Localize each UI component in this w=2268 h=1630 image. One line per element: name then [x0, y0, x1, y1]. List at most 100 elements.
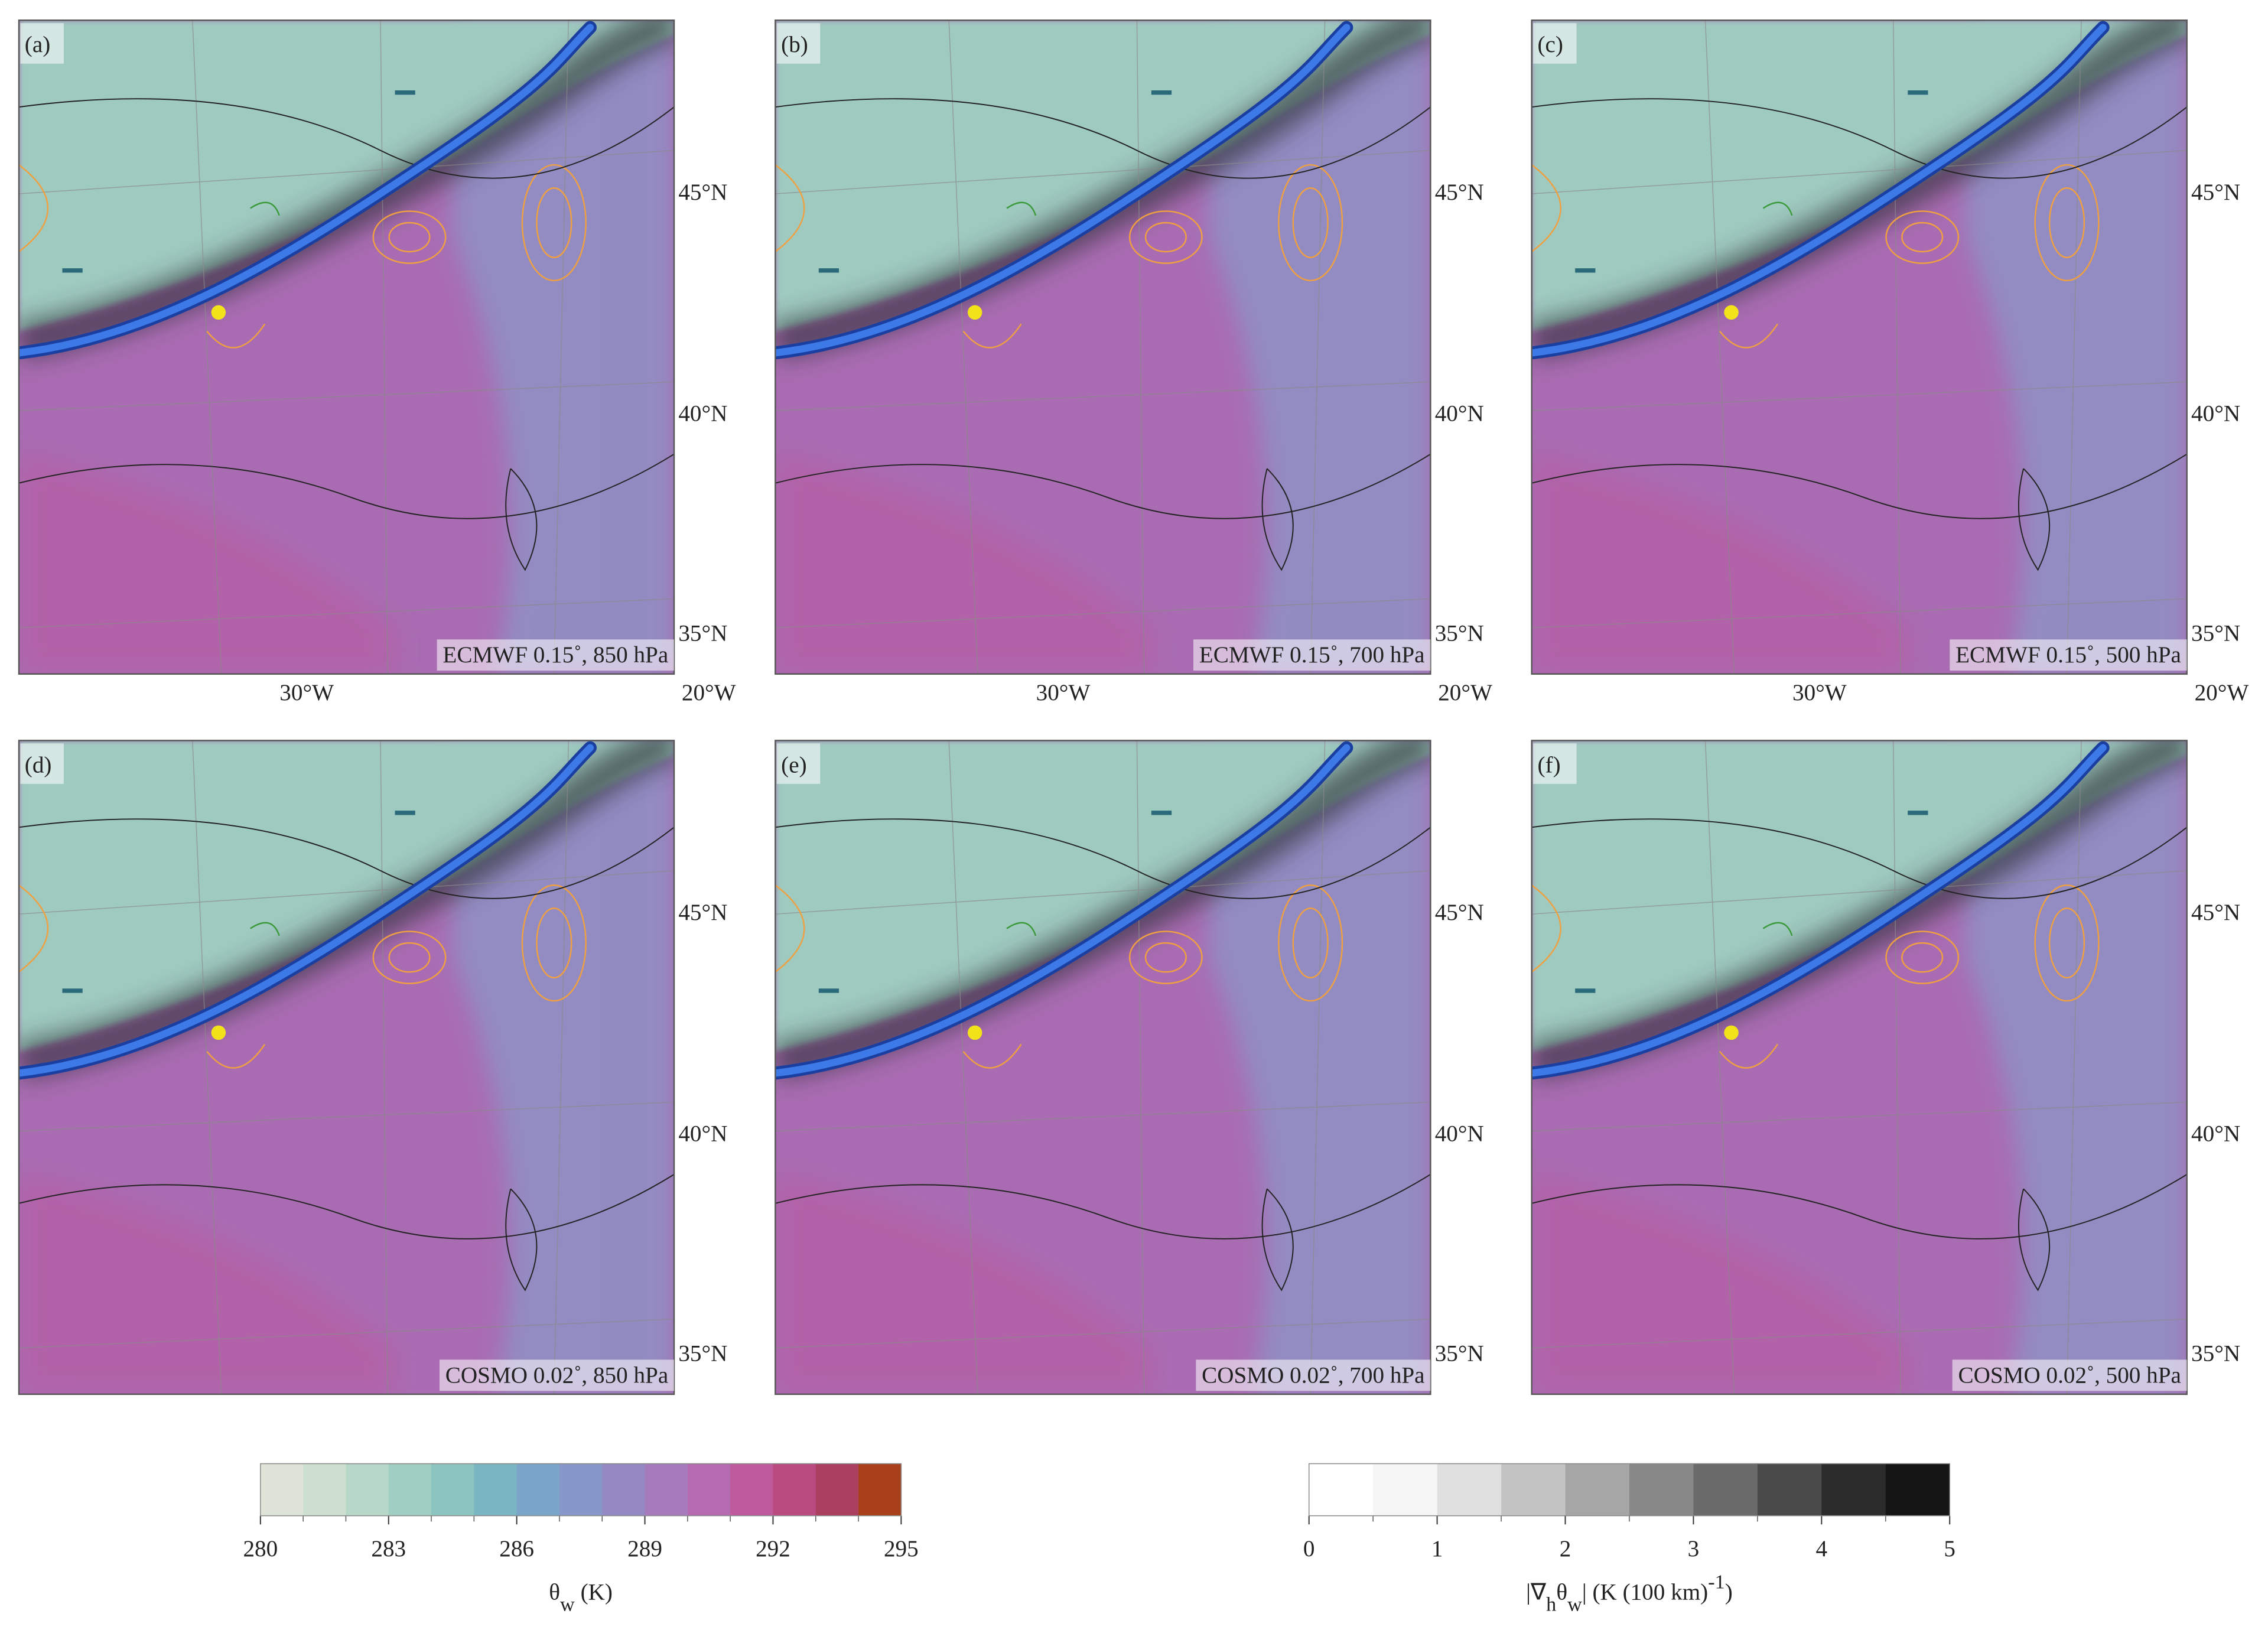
- colorbar-segment: [1373, 1463, 1438, 1516]
- colorbar-tick-label: 289: [627, 1536, 662, 1561]
- panel-frame: [18, 740, 675, 1395]
- lon-label: 20°W: [2195, 680, 2249, 705]
- lat-label: 45°N: [1435, 900, 1484, 925]
- colorbar-label: θw (K): [549, 1580, 613, 1616]
- panel-title: ECMWF 0.15˚, 850 hPa: [442, 642, 668, 668]
- label-box: [776, 23, 821, 64]
- panel-label: (c): [1538, 32, 1563, 57]
- colorbar-label-part: (K): [575, 1580, 613, 1605]
- colorbar-tick-label: 3: [1688, 1536, 1700, 1561]
- colorbar-segment: [858, 1463, 902, 1516]
- panel-frame: [775, 19, 1431, 675]
- label-box: [20, 743, 64, 784]
- map-field: [775, 740, 1430, 1394]
- lat-label: 40°N: [2191, 401, 2240, 426]
- colorbar-segment: [1309, 1463, 1374, 1516]
- colorbar-segment: [1757, 1463, 1823, 1516]
- label-box: [20, 23, 64, 64]
- panel-label: (b): [781, 32, 808, 57]
- colorbar-segment: [815, 1463, 859, 1516]
- colorbar-segment: [474, 1463, 518, 1516]
- map-field: [19, 740, 674, 1394]
- map-field: [1532, 740, 2187, 1394]
- colorbar-tick-label: 5: [1944, 1536, 1955, 1561]
- lat-label: 35°N: [678, 1341, 727, 1367]
- colorbar-label-part: w: [560, 1593, 575, 1616]
- label-box: [776, 743, 821, 784]
- colorbar-tick-label: 0: [1303, 1536, 1315, 1561]
- lat-label: 45°N: [1435, 180, 1484, 205]
- colorbar-segment: [1885, 1463, 1950, 1516]
- colorbar-label-part: θ: [549, 1580, 560, 1605]
- colorbar-segment: [687, 1463, 731, 1516]
- colorbar-label-part: θ: [1556, 1580, 1567, 1605]
- lat-label: 35°N: [2191, 621, 2240, 646]
- colorbar-segment: [1821, 1463, 1886, 1516]
- colorbar-tick-label: 280: [243, 1536, 278, 1561]
- title-box: [1952, 1359, 2187, 1391]
- panel-title: COSMO 0.02˚, 850 hPa: [445, 1362, 668, 1388]
- lat-label: 35°N: [2191, 1341, 2240, 1367]
- panel-label: (d): [25, 752, 52, 777]
- map-field: [19, 20, 674, 674]
- lat-label: 40°N: [2191, 1121, 2240, 1147]
- lat-label: 35°N: [1435, 1341, 1484, 1367]
- colorbar-label-part: -1: [1708, 1571, 1725, 1593]
- colorbar-tick-label: 4: [1816, 1536, 1828, 1561]
- colorbar-segment: [1693, 1463, 1758, 1516]
- colorbar-tick-label: 2: [1560, 1536, 1571, 1561]
- colorbar-tick-label: 1: [1431, 1536, 1443, 1561]
- colorbar-segment: [730, 1463, 774, 1516]
- colorbar-label-part: | (K (100 km): [1582, 1580, 1708, 1605]
- map-field: [775, 20, 1430, 674]
- panel-label: (a): [25, 32, 50, 57]
- colorbar-frame: [1308, 1463, 1950, 1517]
- colorbar-frame: [260, 1463, 902, 1517]
- map-panel: (f) COSMO 0.02˚, 500 hPa 45°N 40°N 35°N: [1532, 740, 2240, 1394]
- colorbar-segment: [602, 1463, 646, 1516]
- panel-label: (e): [781, 752, 806, 777]
- colorbar-segment: [1565, 1463, 1630, 1516]
- panel-frame: [775, 740, 1431, 1395]
- map-panel: (c) ECMWF 0.15˚, 500 hPa 45°N 40°N 35°N 30°W 2…: [1532, 20, 2249, 705]
- colorbar-tick-label: 286: [499, 1536, 534, 1561]
- colorbar-segment: [773, 1463, 816, 1516]
- map-field: [1532, 20, 2187, 674]
- lon-label: 30°W: [1036, 680, 1091, 705]
- lat-label: 40°N: [678, 401, 727, 426]
- colorbar-label-part: |∇: [1526, 1580, 1547, 1605]
- panel-title: COSMO 0.02˚, 500 hPa: [1958, 1362, 2181, 1388]
- panel-title: COSMO 0.02˚, 700 hPa: [1202, 1362, 1424, 1388]
- lon-label: 30°W: [279, 680, 334, 705]
- map-panel: (a) ECMWF 0.15˚, 850 hPa 45°N 40°N 35°N 30°W 2…: [19, 20, 736, 705]
- lon-label: 20°W: [1438, 680, 1492, 705]
- label-box: [1533, 23, 1577, 64]
- lat-label: 35°N: [678, 621, 727, 646]
- panel-frame: [18, 19, 675, 675]
- colorbar-label: |∇hθw| (K (100 km)-1): [1526, 1571, 1733, 1616]
- lon-label: 30°W: [1792, 680, 1847, 705]
- lat-label: 35°N: [1435, 621, 1484, 646]
- lat-label: 40°N: [1435, 1121, 1484, 1147]
- lat-label: 40°N: [1435, 401, 1484, 426]
- colorbar-segment: [388, 1463, 432, 1516]
- title-box: [1950, 639, 2187, 671]
- colorbar-segment: [516, 1463, 560, 1516]
- colorbar-tick-label: 283: [371, 1536, 406, 1561]
- lat-label: 40°N: [678, 1121, 727, 1147]
- lat-label: 45°N: [678, 900, 727, 925]
- title-box: [439, 1359, 675, 1391]
- label-box: [1533, 743, 1577, 784]
- colorbar-segment: [1629, 1463, 1694, 1516]
- title-box: [437, 639, 675, 671]
- colorbar-segment: [559, 1463, 603, 1516]
- lat-label: 45°N: [2191, 900, 2240, 925]
- lat-label: 45°N: [2191, 180, 2240, 205]
- panel-title: ECMWF 0.15˚, 500 hPa: [1955, 642, 2181, 668]
- colorbar-segment: [1437, 1463, 1502, 1516]
- colorbar-segment: [431, 1463, 475, 1516]
- lat-label: 45°N: [678, 180, 727, 205]
- panel-frame: [1531, 19, 2188, 675]
